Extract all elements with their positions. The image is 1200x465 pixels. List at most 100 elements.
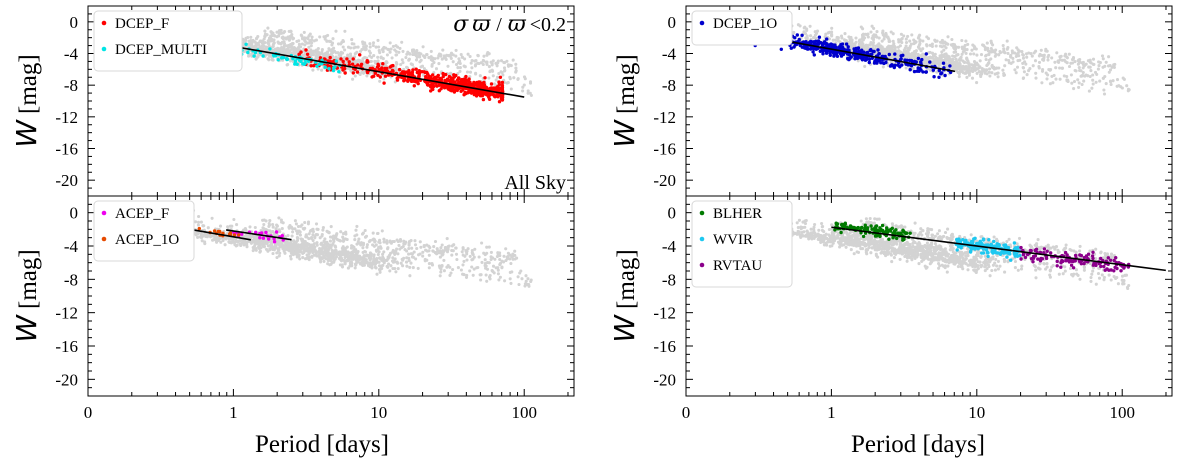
point-background [288,49,292,53]
legend: DCEP_1O [691,10,793,46]
point-background [449,51,454,55]
point-background [852,44,856,48]
point-background [992,67,996,71]
point-dcep_f [406,71,410,75]
point-background [904,66,908,70]
point-background [988,74,992,78]
point-background [805,34,809,38]
point-dcep_1o [893,52,897,56]
point-background [437,62,441,66]
point-background [989,46,993,51]
point-dcep_1o [803,45,807,49]
point-background [986,49,990,53]
point-background [859,25,863,29]
point-dcep_f [464,79,468,84]
point-dcep_f [377,67,381,72]
point-background [957,61,962,65]
point-background [393,80,397,84]
point-background [338,60,342,64]
point-dcep_f [467,81,472,85]
point-background [378,51,382,55]
point-dcep_f [500,89,505,93]
point-background [914,40,918,44]
point-background [861,35,865,39]
point-background [889,45,893,49]
point-background [826,31,830,35]
point-background [1059,54,1063,58]
point-background [266,26,270,30]
point-background [1066,79,1070,84]
point-background [906,50,910,54]
point-dcep_f [312,63,316,68]
point-dcep_1o [826,48,830,53]
point-background [1113,62,1117,66]
point-background [960,52,964,56]
point-dcep_1o [901,53,905,57]
point-background [967,73,971,77]
point-background [334,29,338,33]
point-background [946,35,950,39]
point-background [966,70,970,74]
point-background [476,53,480,57]
point-background [506,81,510,85]
point-background [465,258,469,262]
point-dcep_1o [924,70,928,74]
point-dcep_1o [828,51,832,55]
point-background [290,51,294,55]
point-dcep_f [489,82,494,86]
point-background [1107,70,1111,74]
point-background [528,91,532,95]
point-background [888,50,892,54]
point-dcep_f [339,57,343,61]
point-background [1002,72,1006,76]
point-background [831,38,835,42]
point-dcep_1o [808,41,812,45]
point-background [983,71,987,75]
point-background [405,65,409,69]
point-background [509,87,513,91]
point-background [1126,89,1130,93]
point-background [1034,76,1038,80]
point-background [516,77,520,81]
point-background [410,63,415,67]
point-background [1088,60,1092,64]
point-background [824,32,828,36]
point-dcep_f [328,55,332,60]
point-background [271,31,275,35]
point-dcep_f [487,97,492,102]
point-dcep_f [376,73,380,78]
point-background [278,47,282,52]
point-background [334,55,338,59]
point-background [315,243,319,247]
point-background [363,235,368,239]
point-background [1092,62,1096,66]
point-dcep_1o [789,46,793,50]
point-background [938,62,943,66]
point-background [1115,78,1120,82]
panel-top-right: 0-4-8-12-16-20W[mag]DCEP_1O [608,5,1173,197]
point-background [346,53,350,57]
point-background [266,244,270,248]
point-background [494,78,498,82]
point-background [936,60,940,64]
point-background [521,89,525,93]
point-background [471,273,475,277]
point-background [489,250,493,254]
point-background [412,48,416,52]
point-background [429,58,433,62]
point-dcep_f [431,73,435,77]
point-background [1077,60,1081,64]
point-background [303,40,307,44]
point-background [350,38,354,42]
point-background [258,40,262,44]
point-background [400,58,404,62]
point-background [388,50,392,54]
point-background [512,76,516,80]
y-tick-label: -4 [662,45,677,64]
point-background [866,32,870,36]
panel-top-left: 0-4-8-12-16-20W[mag]DCEP_FDCEP_MULTIAll … [10,5,575,197]
point-background [997,66,1001,70]
point-background [299,45,303,49]
point-background [484,273,488,277]
point-background [1037,54,1041,58]
